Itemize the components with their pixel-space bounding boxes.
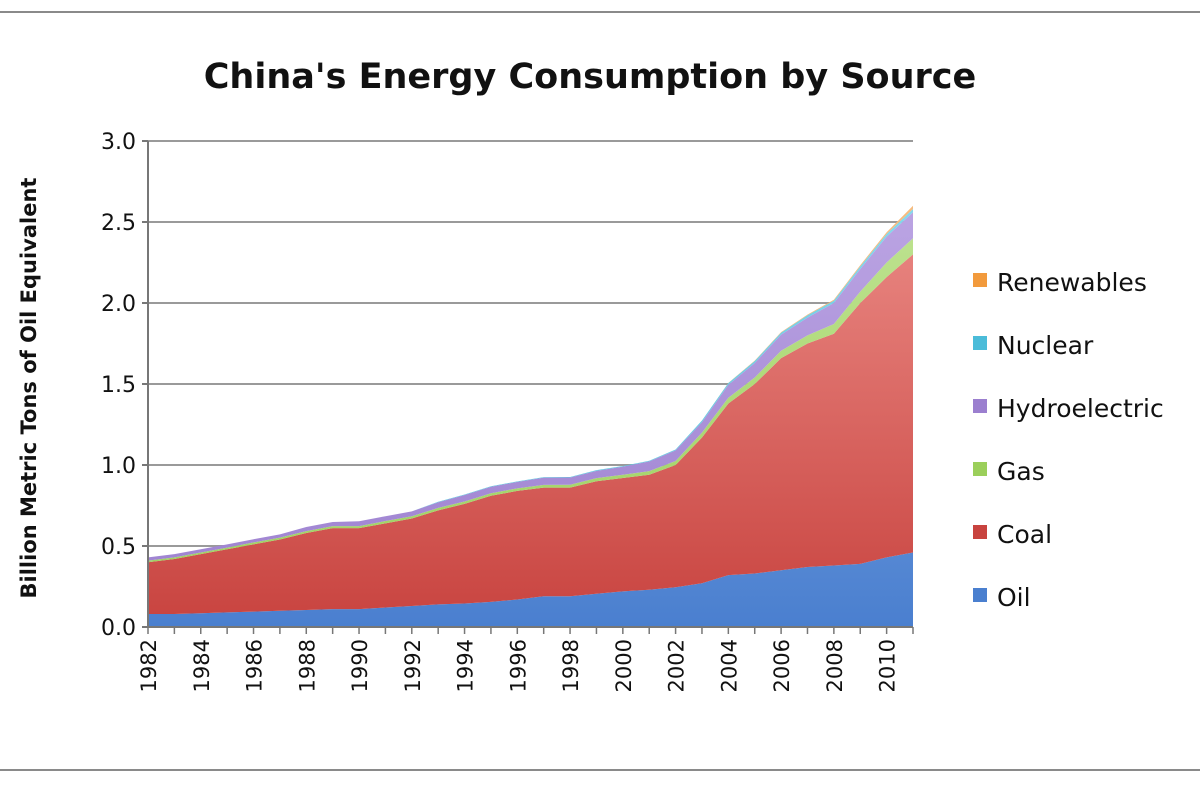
legend-swatch [973,525,987,539]
legend-swatch [973,462,987,476]
legend-label: Nuclear [997,331,1094,360]
x-tick-label: 2008 [823,639,847,692]
area-coal [148,254,913,615]
y-tick-label: 2.0 [101,292,136,317]
y-tick-label: 3.0 [101,130,136,155]
legend-item-oil: Oil [973,583,1031,612]
x-tick-label: 2004 [717,639,741,692]
legend-label: Gas [997,457,1045,486]
legend-item-renewables: Renewables [973,268,1147,297]
legend-label: Renewables [997,268,1147,297]
legend-item-gas: Gas [973,457,1045,486]
legend-item-hydroelectric: Hydroelectric [973,394,1164,423]
x-tick-label: 1998 [559,639,583,692]
area-oil [148,552,913,627]
y-axis-label: Billion Metric Tons of Oil Equivalent [17,178,41,599]
y-tick-label: 2.5 [101,211,136,236]
legend-swatch [973,399,987,413]
x-tick-label: 1984 [190,639,214,692]
x-tick-label: 1994 [454,639,478,692]
legend-label: Oil [997,583,1031,612]
y-tick-label: 0.0 [101,616,136,641]
y-tick-label: 1.0 [101,454,136,479]
x-tick-label: 1988 [295,639,319,692]
legend-swatch [973,273,987,287]
x-tick-label: 1996 [506,639,530,692]
x-tick-label: 1986 [243,639,267,692]
x-tick-label: 2000 [612,639,636,692]
x-tick-label: 1990 [348,639,372,692]
y-tick-label: 0.5 [101,535,136,560]
legend-label: Coal [997,520,1052,549]
x-tick-label: 2010 [876,639,900,692]
bottom-border [0,769,1200,771]
legend-swatch [973,588,987,602]
legend-item-nuclear: Nuclear [973,331,1094,360]
chart-title: China's Energy Consumption by Source [204,57,977,97]
x-tick-label: 1992 [401,639,425,692]
y-tick-label: 1.5 [101,373,136,398]
x-tick-label: 2006 [770,639,794,692]
legend-item-coal: Coal [973,520,1052,549]
x-tick-label: 1982 [137,639,161,692]
x-tick-label: 2002 [665,639,689,692]
legend-swatch [973,336,987,350]
top-border [0,11,1200,13]
legend-label: Hydroelectric [997,394,1164,423]
